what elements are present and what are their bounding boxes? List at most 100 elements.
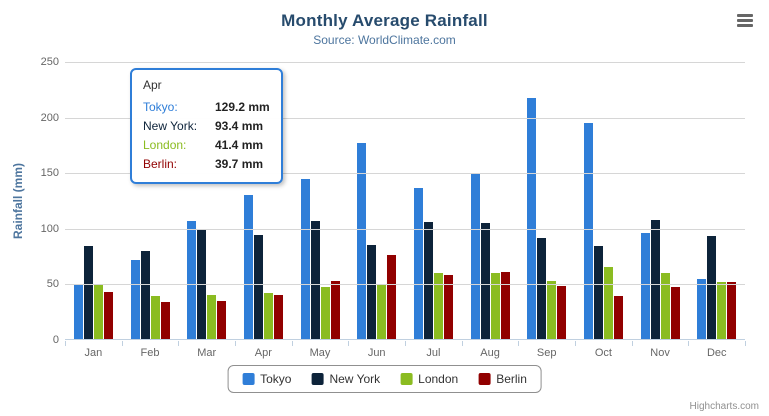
bar-tokyo-jun[interactable] bbox=[357, 143, 367, 339]
tooltip-category: Apr bbox=[143, 78, 162, 92]
y-axis-title: Rainfall (mm) bbox=[11, 163, 25, 240]
x-axis-tick bbox=[291, 341, 293, 346]
x-axis-tick bbox=[121, 341, 123, 346]
bar-berlin-mar[interactable] bbox=[217, 300, 227, 339]
bar-london-oct[interactable] bbox=[603, 266, 613, 339]
bar-new-york-dec[interactable] bbox=[707, 236, 717, 339]
bar-london-jan[interactable] bbox=[93, 284, 103, 339]
bar-tokyo-nov[interactable] bbox=[640, 232, 650, 339]
tooltip-series-value: 41.4 mm bbox=[215, 138, 264, 152]
legend-label-new-york: New York bbox=[329, 372, 381, 386]
bar-berlin-sep[interactable] bbox=[557, 286, 567, 339]
x-axis-tick bbox=[631, 341, 633, 346]
bar-london-mar[interactable] bbox=[207, 295, 217, 339]
x-axis-label-feb: Feb bbox=[140, 347, 160, 359]
bar-london-feb[interactable] bbox=[150, 295, 160, 339]
bar-berlin-oct[interactable] bbox=[613, 295, 623, 339]
bar-group-feb bbox=[122, 62, 179, 339]
bar-tokyo-may[interactable] bbox=[300, 178, 310, 339]
bar-tokyo-dec[interactable] bbox=[697, 278, 707, 339]
bar-new-york-oct[interactable] bbox=[593, 246, 603, 339]
tooltip-row-new-york-: New York: 93.4 mm bbox=[143, 117, 270, 136]
x-axis-label-jul: Jul bbox=[426, 347, 441, 359]
tooltip-series-value: 129.2 mm bbox=[215, 100, 270, 114]
bar-london-dec[interactable] bbox=[717, 282, 727, 339]
bar-london-jun[interactable] bbox=[377, 285, 387, 339]
y-axis-label-50: 50 bbox=[46, 278, 59, 291]
bar-berlin-dec[interactable] bbox=[727, 282, 737, 339]
bar-group-aug bbox=[462, 62, 519, 339]
legend-item-london[interactable]: London bbox=[400, 372, 458, 386]
bar-new-york-jul[interactable] bbox=[423, 222, 433, 339]
bar-new-york-feb[interactable] bbox=[140, 251, 150, 339]
legend-item-tokyo[interactable]: Tokyo bbox=[242, 372, 291, 386]
bar-tokyo-mar[interactable] bbox=[187, 220, 197, 339]
bar-london-nov[interactable] bbox=[660, 273, 670, 339]
export-menu-button[interactable] bbox=[733, 9, 759, 31]
y-gridline-50 bbox=[65, 284, 745, 286]
x-axis-tick bbox=[235, 341, 236, 346]
bar-group-mar bbox=[178, 62, 235, 339]
tooltip-series-name: London: bbox=[143, 138, 187, 152]
bar-tokyo-apr[interactable] bbox=[243, 195, 253, 339]
y-axis-label-200: 200 bbox=[40, 111, 59, 124]
legend-swatch-berlin bbox=[478, 373, 491, 385]
tooltip-row-london-: London: 41.4 mm bbox=[143, 136, 270, 155]
bar-berlin-jan[interactable] bbox=[103, 291, 113, 339]
bar-london-jul[interactable] bbox=[433, 273, 443, 339]
x-axis-tick bbox=[178, 341, 180, 346]
bar-london-apr[interactable] bbox=[263, 292, 273, 339]
credits-link[interactable]: Highcharts.com bbox=[689, 401, 759, 412]
bar-berlin-feb[interactable] bbox=[160, 302, 170, 339]
bar-new-york-apr[interactable] bbox=[253, 235, 263, 339]
legend-swatch-london bbox=[400, 373, 413, 385]
bar-berlin-jul[interactable] bbox=[443, 275, 453, 339]
bar-group-nov bbox=[632, 62, 689, 339]
tooltip-series-name: New York: bbox=[143, 119, 198, 133]
bar-berlin-aug[interactable] bbox=[500, 271, 510, 339]
bar-berlin-jun[interactable] bbox=[387, 255, 397, 339]
bar-london-aug[interactable] bbox=[490, 272, 500, 339]
legend-label-london: London bbox=[418, 372, 459, 386]
legend-label-tokyo: Tokyo bbox=[260, 372, 292, 386]
bar-new-york-mar[interactable] bbox=[197, 229, 207, 339]
bar-tokyo-jul[interactable] bbox=[413, 188, 423, 339]
bar-new-york-nov[interactable] bbox=[650, 220, 660, 339]
tooltip-rows: Tokyo: 129.2 mm New York: 93.4 mm London: 41.… bbox=[143, 98, 270, 174]
legend-item-berlin[interactable]: Berlin bbox=[478, 372, 527, 386]
y-axis-label-100: 100 bbox=[40, 222, 59, 235]
bar-new-york-sep[interactable] bbox=[537, 237, 547, 339]
bar-tokyo-feb[interactable] bbox=[130, 259, 140, 339]
x-axis-labels: Jan Feb Mar Apr May Jun Jul Aug Sep Oct Nov Dec bbox=[65, 347, 745, 359]
x-axis-tick bbox=[745, 341, 746, 346]
tooltip-series-value: 93.4 mm bbox=[215, 119, 264, 133]
x-axis-label-mar: Mar bbox=[197, 347, 217, 359]
bar-berlin-apr[interactable] bbox=[273, 294, 283, 339]
bar-tokyo-oct[interactable] bbox=[583, 123, 593, 339]
x-axis-label-dec: Dec bbox=[706, 347, 727, 359]
bar-tokyo-jan[interactable] bbox=[73, 283, 83, 339]
bar-new-york-jan[interactable] bbox=[83, 246, 93, 339]
bar-berlin-nov[interactable] bbox=[670, 286, 680, 339]
bar-tokyo-aug[interactable] bbox=[470, 173, 480, 339]
chart-subtitle: Source: WorldClimate.com bbox=[313, 33, 456, 47]
y-axis-label-150: 150 bbox=[40, 167, 59, 180]
tooltip-series-name: Tokyo: bbox=[143, 100, 178, 114]
y-gridline-100 bbox=[65, 228, 745, 230]
bar-berlin-may[interactable] bbox=[330, 280, 340, 339]
legend-item-new-york[interactable]: New York bbox=[311, 372, 380, 386]
tooltip-series-name: Berlin: bbox=[143, 157, 178, 171]
bar-new-york-may[interactable] bbox=[310, 221, 320, 339]
bar-group-may bbox=[292, 62, 349, 339]
x-axis-label-sep: Sep bbox=[536, 347, 557, 359]
legend: Tokyo New York London Berlin bbox=[227, 365, 542, 393]
bar-new-york-jun[interactable] bbox=[367, 245, 377, 339]
bar-tokyo-sep[interactable] bbox=[527, 98, 537, 339]
plot-area: 0 50 100 150 200 250 bbox=[41, 56, 745, 346]
x-axis-label-apr: Apr bbox=[254, 347, 272, 359]
bar-london-may[interactable] bbox=[320, 286, 330, 339]
bar-london-sep[interactable] bbox=[547, 280, 557, 339]
bar-new-york-aug[interactable] bbox=[480, 223, 490, 339]
legend-label-berlin: Berlin bbox=[496, 372, 527, 386]
y-gridline-250 bbox=[65, 62, 745, 63]
